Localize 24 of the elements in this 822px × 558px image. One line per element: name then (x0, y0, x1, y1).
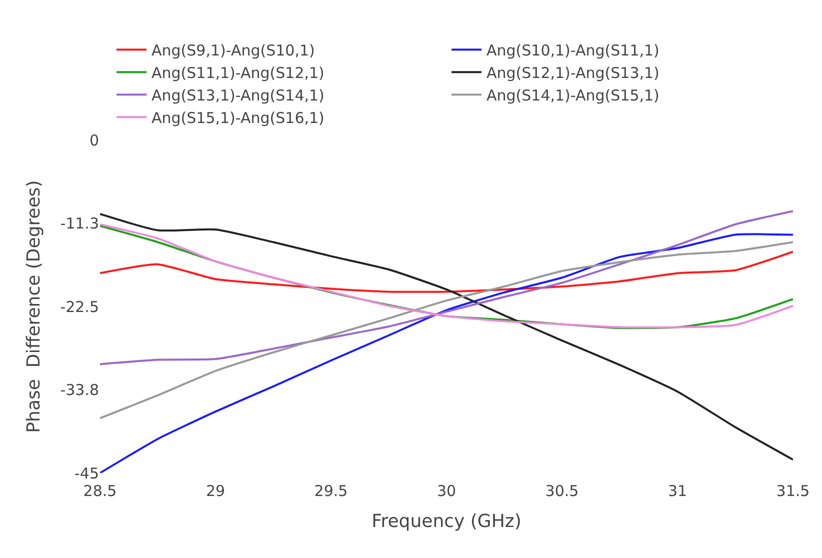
x-tick-label: 31.5 (776, 482, 810, 500)
y-tick-label: -33.8 (60, 381, 99, 399)
legend-label: Ang(S13,1)-Ang(S14,1) (152, 86, 324, 104)
x-axis-title: Frequency (GHz) (372, 511, 522, 532)
x-tick-label: 31 (668, 482, 688, 500)
y-tick-label: 0 (89, 131, 99, 150)
legend-label: Ang(S11,1)-Ang(S12,1) (152, 64, 324, 82)
legend-label: Ang(S10,1)-Ang(S11,1) (486, 41, 660, 60)
y-axis-title: Phase Difference (Degrees) (23, 180, 44, 433)
x-tick-label: 29.5 (314, 482, 348, 500)
legend-label: Ang(S9,1)-Ang(S10,1) (152, 41, 315, 60)
line-series (100, 210, 793, 366)
legend-label: Ang(S14,1)-Ang(S15,1) (486, 86, 660, 104)
line-series (100, 241, 793, 420)
line-series (100, 250, 793, 293)
x-tick-label: 28.5 (83, 482, 117, 500)
x-tick-label: 29 (206, 482, 226, 500)
legend-label: Ang(S12,1)-Ang(S13,1) (486, 64, 660, 82)
x-tick-label: 30.5 (545, 482, 579, 500)
y-tick-label: -45 (74, 464, 99, 482)
y-tick-label: -11.3 (60, 214, 99, 232)
y-tick-label: -22.5 (60, 298, 99, 316)
legend-label: Ang(S15,1)-Ang(S16,1) (152, 108, 324, 127)
x-tick-label: 30 (436, 482, 456, 500)
